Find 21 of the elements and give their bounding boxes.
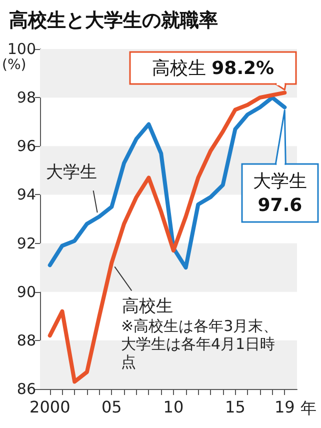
y-tick-label: 86 [16,380,36,398]
y-tick-label: 98 [16,88,36,107]
y-tick-label: 88 [16,331,36,350]
y-tick-label: 100 [7,40,36,58]
y-tick-label: 94 [16,186,36,204]
x-tick-label: 10 [163,398,184,416]
x-tick-label: 15 [225,398,246,416]
x-tick-label: 2000 [30,398,70,416]
annotation: 高校生 98.2% [152,58,274,78]
annotation: ※高校生は各年3月末、大学生は各年4月1日時点 [121,317,280,371]
y-tick-label: 90 [16,282,36,301]
x-tick-label: 19 [274,398,295,416]
chart-title: 高校生と大学生の就職率 [9,10,218,32]
x-tick-label: 05 [101,398,122,416]
series-label: 大学生 [46,162,97,183]
y-tick-label: 96 [16,137,36,156]
x-axis-title: 年 [300,398,317,418]
y-axis-title: (%) [2,57,26,73]
series-label: 高校生 [122,296,174,317]
y-tick-label: 92 [16,234,36,252]
annotation: 大学生 97.6 [253,170,307,216]
